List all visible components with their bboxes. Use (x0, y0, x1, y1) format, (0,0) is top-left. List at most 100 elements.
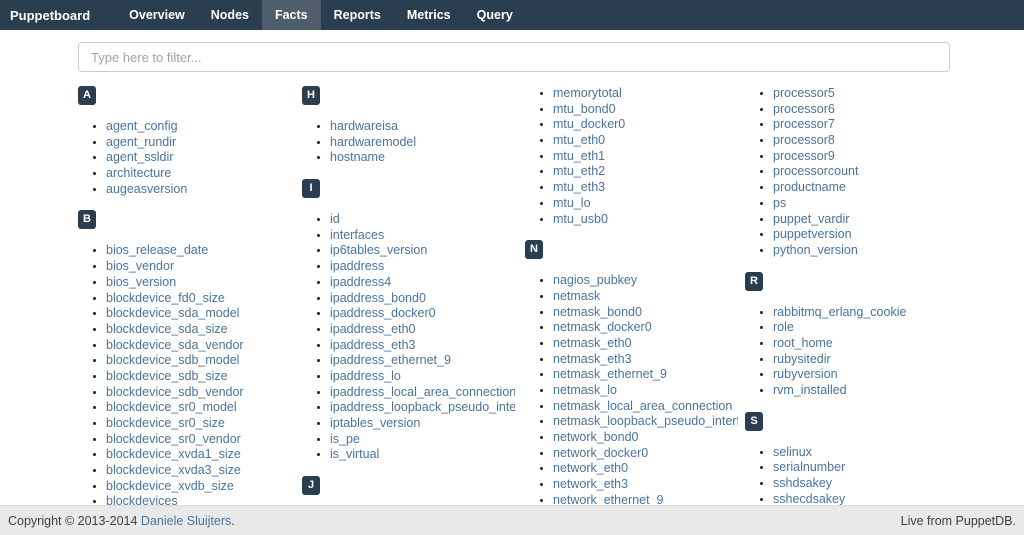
fact-link-augeasversion[interactable]: augeasversion (106, 181, 188, 196)
fact-link-processorcount[interactable]: processorcount (773, 164, 859, 179)
fact-link-puppetversion[interactable]: puppetversion (773, 227, 852, 242)
fact-item: blockdevice_sdb_size (106, 368, 291, 384)
fact-link-blockdevice_sda_size[interactable]: blockdevice_sda_size (106, 321, 228, 336)
fact-link-ipaddress_eth0[interactable]: ipaddress_eth0 (330, 321, 416, 336)
fact-link-blockdevice_xvda1_size[interactable]: blockdevice_xvda1_size (106, 447, 241, 462)
nav-item-reports[interactable]: Reports (333, 8, 381, 22)
fact-link-mtu_docker0[interactable]: mtu_docker0 (553, 117, 626, 132)
fact-link-python_version[interactable]: python_version (773, 242, 858, 257)
fact-link-netmask_loopback_pseudo_interface[interactable]: netmask_loopback_pseudo_interface (553, 414, 738, 429)
nav-item-metrics[interactable]: Metrics (406, 8, 451, 22)
fact-link-network_docker0[interactable]: network_docker0 (553, 445, 649, 460)
nav-item-facts[interactable]: Facts (261, 0, 321, 30)
fact-link-mtu_eth2[interactable]: mtu_eth2 (553, 164, 606, 179)
fact-link-netmask_ethernet_9[interactable]: netmask_ethernet_9 (553, 367, 667, 382)
fact-link-architecture[interactable]: architecture (106, 166, 172, 181)
fact-link-agent_config[interactable]: agent_config (106, 119, 178, 133)
fact-link-network_eth0[interactable]: network_eth0 (553, 461, 629, 476)
fact-link-netmask_eth3[interactable]: netmask_eth3 (553, 351, 632, 366)
fact-link-is_pe[interactable]: is_pe (330, 431, 360, 446)
fact-link-puppet_vardir[interactable]: puppet_vardir (773, 211, 850, 226)
fact-link-root_home[interactable]: root_home (773, 335, 833, 350)
fact-link-id[interactable]: id (330, 212, 340, 227)
fact-link-processor5[interactable]: processor5 (773, 86, 835, 100)
fact-link-blockdevice_fd0_size[interactable]: blockdevice_fd0_size (106, 290, 225, 305)
fact-link-mtu_eth0[interactable]: mtu_eth0 (553, 133, 606, 148)
fact-link-mtu_eth3[interactable]: mtu_eth3 (553, 180, 606, 195)
fact-link-mtu_lo[interactable]: mtu_lo (553, 195, 591, 210)
fact-link-ipaddress_loopback_pseudo_interface[interactable]: ipaddress_loopback_pseudo_interface (330, 400, 515, 415)
fact-link-ipaddress_lo[interactable]: ipaddress_lo (330, 368, 401, 383)
filter-input[interactable] (78, 42, 950, 72)
fact-link-interfaces[interactable]: interfaces (330, 227, 385, 242)
nav-item-query[interactable]: Query (476, 8, 513, 22)
fact-link-netmask_local_area_connection[interactable]: netmask_local_area_connection (553, 398, 733, 413)
fact-link-rubysitedir[interactable]: rubysitedir (773, 351, 831, 366)
fact-link-serialnumber[interactable]: serialnumber (773, 460, 846, 475)
fact-item: blockdevice_sda_size (106, 321, 291, 337)
fact-link-network_eth3[interactable]: network_eth3 (553, 477, 629, 492)
fact-link-ipaddress4[interactable]: ipaddress4 (330, 274, 392, 289)
fact-link-processor7[interactable]: processor7 (773, 117, 835, 132)
fact-item: netmask_eth0 (553, 335, 738, 351)
fact-link-blockdevice_sda_vendor[interactable]: blockdevice_sda_vendor (106, 337, 244, 352)
fact-link-is_virtual[interactable]: is_virtual (330, 447, 380, 462)
fact-link-netmask_bond0[interactable]: netmask_bond0 (553, 304, 642, 319)
fact-link-mtu_bond0[interactable]: mtu_bond0 (553, 101, 616, 116)
fact-link-netmask_lo[interactable]: netmask_lo (553, 383, 617, 397)
fact-link-ps[interactable]: ps (773, 195, 787, 210)
fact-link-memorytotal[interactable]: memorytotal (553, 86, 622, 100)
fact-link-processor8[interactable]: processor8 (773, 133, 835, 148)
fact-link-mtu_eth1[interactable]: mtu_eth1 (553, 148, 606, 163)
fact-link-network_bond0[interactable]: network_bond0 (553, 430, 639, 445)
nav-item-nodes[interactable]: Nodes (210, 8, 249, 22)
fact-link-blockdevice_sdb_size[interactable]: blockdevice_sdb_size (106, 368, 228, 383)
nav-item-overview[interactable]: Overview (129, 8, 185, 22)
fact-link-blockdevice_sdb_vendor[interactable]: blockdevice_sdb_vendor (106, 384, 244, 399)
fact-item: interfaces (330, 227, 515, 243)
fact-link-agent_ssldir[interactable]: agent_ssldir (106, 150, 174, 165)
fact-link-hardwaremodel[interactable]: hardwaremodel (330, 134, 417, 149)
fact-link-netmask_eth0[interactable]: netmask_eth0 (553, 335, 632, 350)
fact-link-bios_version[interactable]: bios_version (106, 274, 177, 289)
fact-link-blockdevice_sr0_vendor[interactable]: blockdevice_sr0_vendor (106, 431, 241, 446)
fact-link-blockdevice_xvdb_size[interactable]: blockdevice_xvdb_size (106, 478, 234, 493)
fact-link-nagios_pubkey[interactable]: nagios_pubkey (553, 273, 638, 288)
fact-link-hardwareisa[interactable]: hardwareisa (330, 119, 399, 133)
fact-link-processor6[interactable]: processor6 (773, 101, 835, 116)
fact-link-netmask_docker0[interactable]: netmask_docker0 (553, 320, 652, 335)
fact-item: mtu_lo (553, 195, 738, 211)
fact-link-hostname[interactable]: hostname (330, 150, 385, 165)
fact-link-role[interactable]: role (773, 320, 794, 335)
fact-link-blockdevice_sr0_size[interactable]: blockdevice_sr0_size (106, 416, 225, 430)
fact-link-blockdevice_sr0_model[interactable]: blockdevice_sr0_model (106, 400, 237, 415)
fact-link-ipaddress[interactable]: ipaddress (330, 259, 385, 274)
fact-link-sshecdsakey[interactable]: sshecdsakey (773, 491, 846, 505)
fact-link-ipaddress_docker0[interactable]: ipaddress_docker0 (330, 306, 436, 321)
fact-link-ipaddress_bond0[interactable]: ipaddress_bond0 (330, 290, 426, 305)
fact-link-rubyversion[interactable]: rubyversion (773, 367, 838, 382)
fact-link-ipaddress_eth3[interactable]: ipaddress_eth3 (330, 337, 416, 352)
fact-link-rabbitmq_erlang_cookie[interactable]: rabbitmq_erlang_cookie (773, 304, 907, 319)
fact-link-netmask[interactable]: netmask (553, 288, 601, 303)
fact-link-network_ethernet_9[interactable]: network_ethernet_9 (553, 492, 664, 505)
fact-link-blockdevice_sdb_model[interactable]: blockdevice_sdb_model (106, 353, 240, 368)
fact-link-productname[interactable]: productname (773, 180, 846, 195)
fact-link-ipaddress_ethernet_9[interactable]: ipaddress_ethernet_9 (330, 353, 451, 368)
fact-link-processor9[interactable]: processor9 (773, 148, 835, 163)
fact-link-bios_release_date[interactable]: bios_release_date (106, 243, 209, 258)
fact-link-iptables_version[interactable]: iptables_version (330, 416, 421, 430)
fact-link-ip6tables_version[interactable]: ip6tables_version (330, 243, 428, 258)
fact-link-bios_vendor[interactable]: bios_vendor (106, 259, 175, 274)
author-link[interactable]: Daniele Sluijters (140, 513, 232, 528)
fact-link-blockdevice_sda_model[interactable]: blockdevice_sda_model (106, 306, 240, 321)
fact-link-sshdsakey[interactable]: sshdsakey (773, 476, 833, 491)
fact-link-mtu_usb0[interactable]: mtu_usb0 (553, 211, 608, 226)
fact-link-blockdevice_xvda3_size[interactable]: blockdevice_xvda3_size (106, 463, 241, 478)
fact-link-selinux[interactable]: selinux (773, 444, 812, 459)
fact-link-ipaddress_local_area_connection[interactable]: ipaddress_local_area_connection (330, 384, 515, 399)
fact-link-blockdevices[interactable]: blockdevices (106, 494, 178, 505)
fact-link-agent_rundir[interactable]: agent_rundir (106, 134, 177, 149)
brand-link[interactable]: Puppetboard (10, 7, 91, 23)
fact-link-rvm_installed[interactable]: rvm_installed (773, 383, 847, 397)
